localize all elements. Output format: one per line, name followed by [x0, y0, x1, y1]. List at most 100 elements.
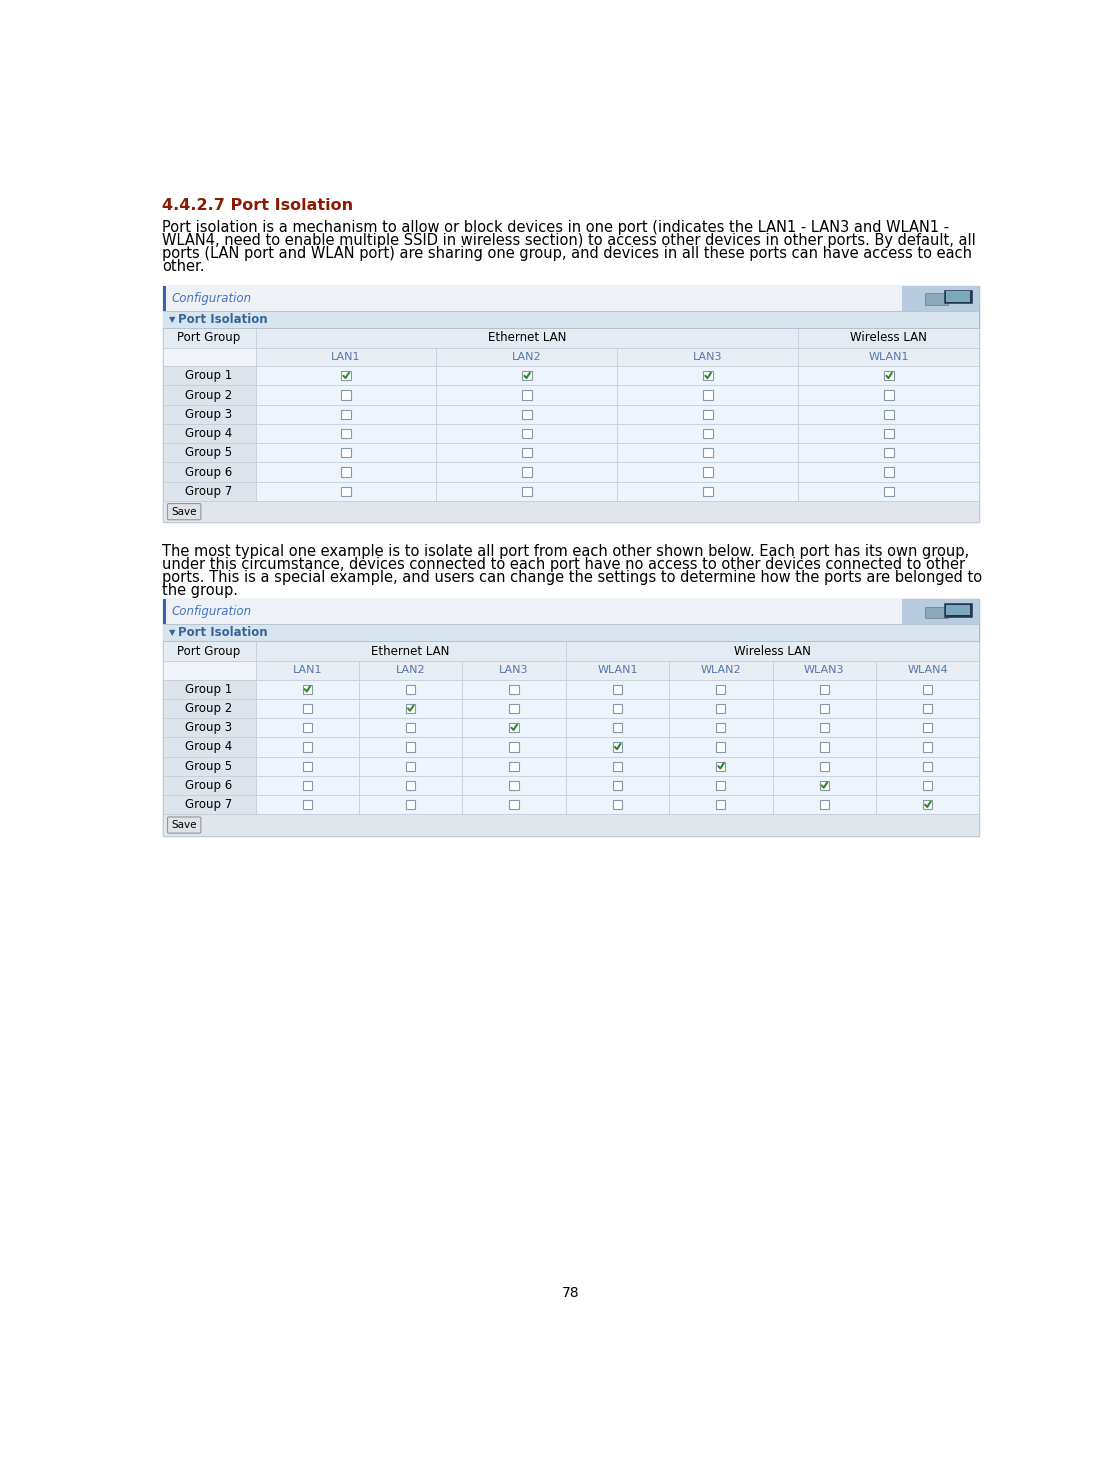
Bar	[163, 348, 255, 367]
Bar	[359, 776, 462, 796]
Bar	[462, 776, 566, 796]
Bar	[613, 723, 622, 732]
Bar	[799, 482, 979, 501]
Bar	[799, 328, 979, 348]
Bar	[163, 285, 166, 311]
Bar	[945, 603, 971, 617]
Bar	[617, 405, 799, 424]
Bar	[613, 781, 622, 790]
Text: LAN1: LAN1	[331, 352, 361, 362]
Bar	[902, 285, 979, 311]
Bar	[946, 605, 970, 615]
Bar	[522, 487, 531, 495]
Bar	[885, 410, 893, 419]
Bar	[255, 348, 437, 367]
Bar	[703, 467, 713, 476]
Bar	[255, 796, 359, 815]
Text: the group.: the group.	[163, 583, 238, 599]
Text: The most typical one example is to isolate all port from each other shown below.: The most typical one example is to isola…	[163, 544, 969, 559]
Bar	[163, 285, 979, 522]
Text: LAN2: LAN2	[395, 666, 426, 676]
Bar	[703, 487, 713, 495]
Bar	[703, 410, 713, 419]
Bar	[924, 685, 932, 694]
Bar	[303, 762, 312, 771]
Text: Group 6: Group 6	[185, 466, 233, 479]
Bar	[522, 448, 531, 457]
Bar	[566, 679, 670, 698]
Bar	[522, 429, 531, 438]
Bar	[885, 487, 893, 495]
Text: WLAN2: WLAN2	[701, 666, 741, 676]
Bar	[509, 704, 519, 713]
Text: other.: other.	[163, 259, 205, 274]
Bar	[255, 661, 359, 679]
Text: Group 3: Group 3	[185, 722, 233, 734]
Text: Ethernet LAN: Ethernet LAN	[371, 645, 450, 658]
Bar	[566, 757, 670, 776]
Bar	[613, 762, 622, 771]
Bar	[716, 704, 725, 713]
Bar	[924, 742, 932, 751]
Text: LAN3: LAN3	[499, 666, 529, 676]
Bar	[566, 796, 670, 815]
Bar	[703, 371, 713, 380]
Bar	[772, 679, 876, 698]
Bar	[163, 796, 255, 815]
Bar	[341, 410, 351, 419]
Bar	[163, 640, 255, 661]
Bar	[716, 723, 725, 732]
Bar	[522, 467, 531, 476]
Bar	[772, 776, 876, 796]
Bar	[876, 679, 979, 698]
Bar	[716, 742, 725, 751]
Bar	[617, 367, 799, 386]
Text: Group 1: Group 1	[185, 370, 233, 382]
Bar	[163, 386, 255, 405]
Bar	[902, 599, 979, 624]
Bar	[566, 737, 670, 757]
Bar	[820, 781, 829, 790]
Bar	[341, 390, 351, 399]
Bar	[924, 723, 932, 732]
Bar	[613, 685, 622, 694]
Bar	[341, 429, 351, 438]
Text: 78: 78	[563, 1287, 579, 1300]
Bar	[163, 815, 979, 836]
Text: WLAN3: WLAN3	[804, 666, 844, 676]
Bar	[509, 762, 519, 771]
Bar	[716, 685, 725, 694]
Bar	[405, 800, 416, 809]
Bar	[255, 405, 437, 424]
Bar	[509, 742, 519, 751]
Bar	[617, 444, 799, 463]
Bar	[820, 762, 829, 771]
Text: Group 2: Group 2	[185, 703, 233, 714]
Bar	[462, 737, 566, 757]
Bar	[405, 781, 416, 790]
Bar	[613, 704, 622, 713]
Bar	[716, 800, 725, 809]
Text: 4.4.2.7 Port Isolation: 4.4.2.7 Port Isolation	[163, 198, 353, 213]
Bar	[703, 448, 713, 457]
Bar	[163, 463, 255, 482]
Bar	[522, 410, 531, 419]
Text: Group 5: Group 5	[185, 447, 233, 460]
Bar	[876, 757, 979, 776]
Bar	[163, 776, 255, 796]
Bar	[163, 661, 255, 679]
Bar	[255, 367, 437, 386]
Bar	[437, 367, 617, 386]
Bar	[670, 796, 772, 815]
Bar	[303, 800, 312, 809]
Bar	[163, 285, 979, 311]
Bar	[405, 742, 416, 751]
Bar	[359, 679, 462, 698]
Bar	[163, 599, 166, 624]
Bar	[670, 737, 772, 757]
Text: Port Group: Port Group	[177, 645, 241, 658]
Bar	[799, 444, 979, 463]
Text: Group 5: Group 5	[185, 760, 233, 772]
Bar	[462, 679, 566, 698]
Bar	[303, 781, 312, 790]
